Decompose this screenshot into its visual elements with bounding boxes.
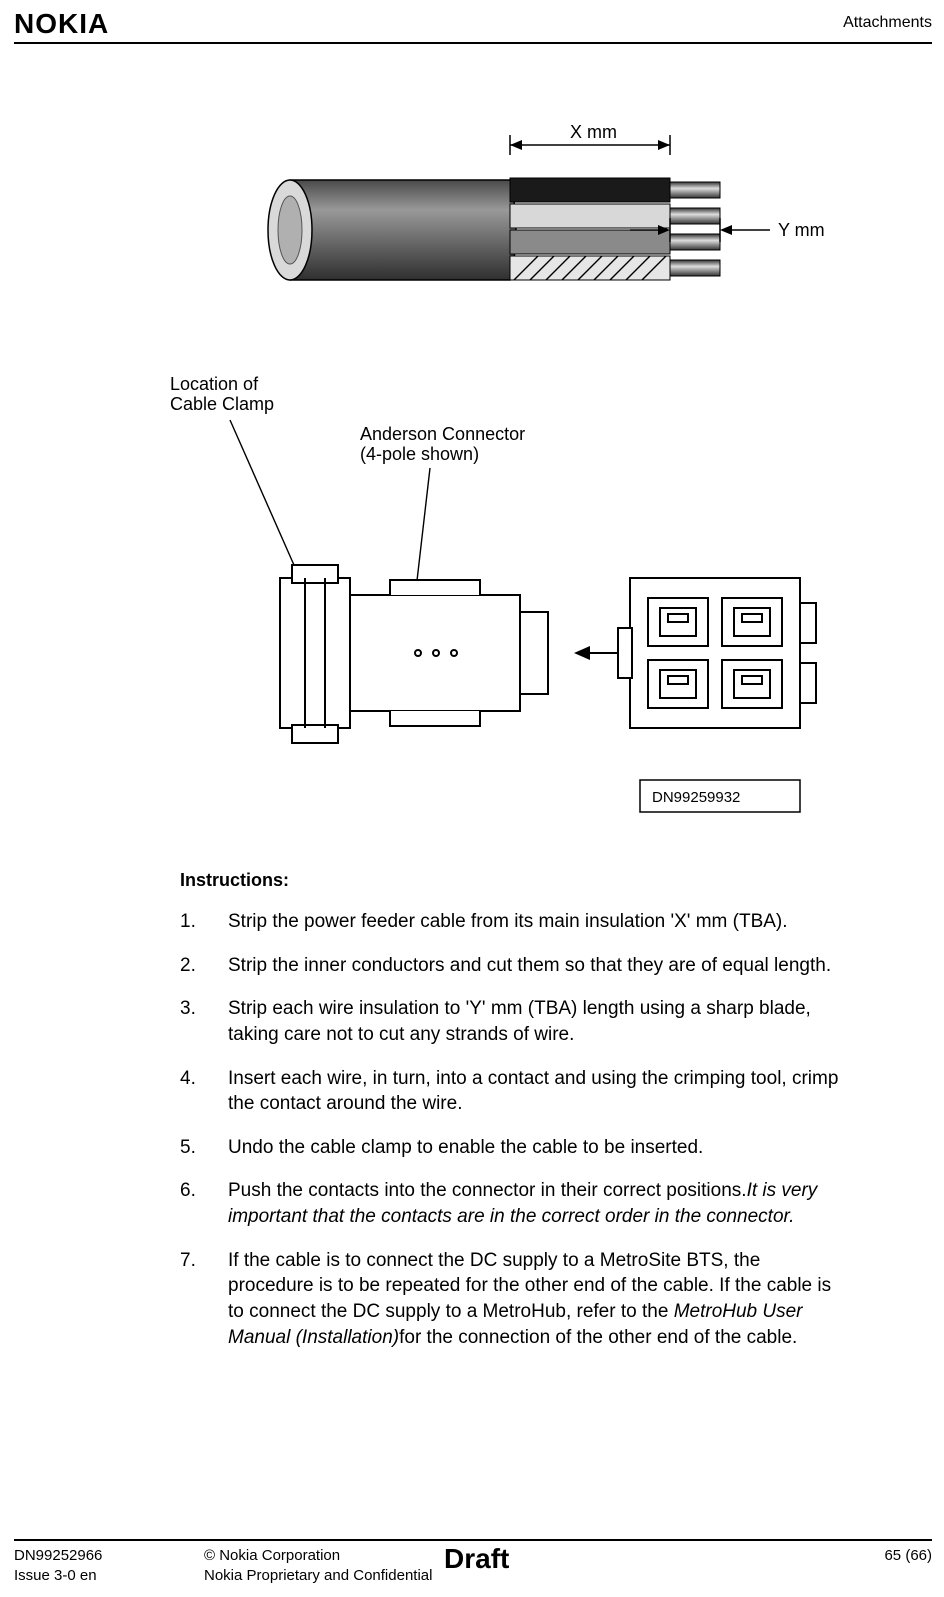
dimension-x: X mm	[510, 122, 670, 155]
figure-id-box: DN99259932	[640, 780, 800, 812]
step-text: Strip the inner conductors and cut them …	[228, 953, 844, 979]
mating-arrow-icon	[574, 646, 620, 660]
header-rule	[14, 42, 932, 44]
step-4: 4. Insert each wire, in turn, into a con…	[180, 1066, 844, 1117]
step-number: 6.	[180, 1178, 228, 1229]
step-5: 5. Undo the cable clamp to enable the ca…	[180, 1135, 844, 1161]
step-6: 6. Push the contacts into the connector …	[180, 1178, 844, 1229]
inner-conductors	[510, 178, 720, 280]
page-header: NOKIA Attachments	[0, 0, 944, 50]
footer-issue: Issue 3-0 en	[14, 1567, 97, 1584]
step-text: Push the contacts into the connector in …	[228, 1178, 844, 1229]
step-text: Insert each wire, in turn, into a contac…	[228, 1066, 844, 1117]
step-7: 7. If the cable is to connect the DC sup…	[180, 1248, 844, 1351]
step-number: 4.	[180, 1066, 228, 1117]
label-x-mm: X mm	[570, 122, 617, 142]
step-number: 2.	[180, 953, 228, 979]
page-footer: DN99252966 Issue 3-0 en © Nokia Corporat…	[14, 1547, 932, 1587]
step-text: Strip each wire insulation to 'Y' mm (TB…	[228, 996, 844, 1047]
cable-diagram: X mm	[170, 120, 850, 840]
label-cable-clamp: Location of Cable Clamp	[170, 374, 274, 414]
footer-confidential: Nokia Proprietary and Confidential	[204, 1567, 432, 1584]
cable-sheath	[268, 180, 516, 280]
label-y-mm: Y mm	[778, 220, 825, 240]
instructions-heading: Instructions:	[180, 870, 844, 891]
footer-rule	[14, 1539, 932, 1541]
step-1: 1. Strip the power feeder cable from its…	[180, 909, 844, 935]
instructions-list: 1. Strip the power feeder cable from its…	[180, 909, 844, 1350]
step-text: Strip the power feeder cable from its ma…	[228, 909, 844, 935]
step-3: 3. Strip each wire insulation to 'Y' mm …	[180, 996, 844, 1047]
step-text: Undo the cable clamp to enable the cable…	[228, 1135, 844, 1161]
header-section-label: Attachments	[843, 14, 932, 32]
step-number: 3.	[180, 996, 228, 1047]
footer-draft-stamp: Draft	[444, 1543, 509, 1575]
instructions-block: Instructions: 1. Strip the power feeder …	[180, 870, 844, 1368]
step-number: 5.	[180, 1135, 228, 1161]
connector-front-view	[618, 578, 816, 728]
step-number: 1.	[180, 909, 228, 935]
step-text: If the cable is to connect the DC supply…	[228, 1248, 844, 1351]
step-2: 2. Strip the inner conductors and cut th…	[180, 953, 844, 979]
footer-page-number: 65 (66)	[884, 1547, 932, 1564]
connector-side-view	[280, 565, 548, 743]
step-number: 7.	[180, 1248, 228, 1351]
nokia-logo: NOKIA	[14, 8, 109, 40]
svg-text:DN99259932: DN99259932	[652, 789, 740, 806]
footer-copyright: © Nokia Corporation	[204, 1547, 340, 1564]
label-anderson-connector: Anderson Connector (4-pole shown)	[360, 424, 530, 464]
document-page: NOKIA Attachments X mm	[0, 0, 944, 1597]
footer-doc-number: DN99252966	[14, 1547, 102, 1564]
